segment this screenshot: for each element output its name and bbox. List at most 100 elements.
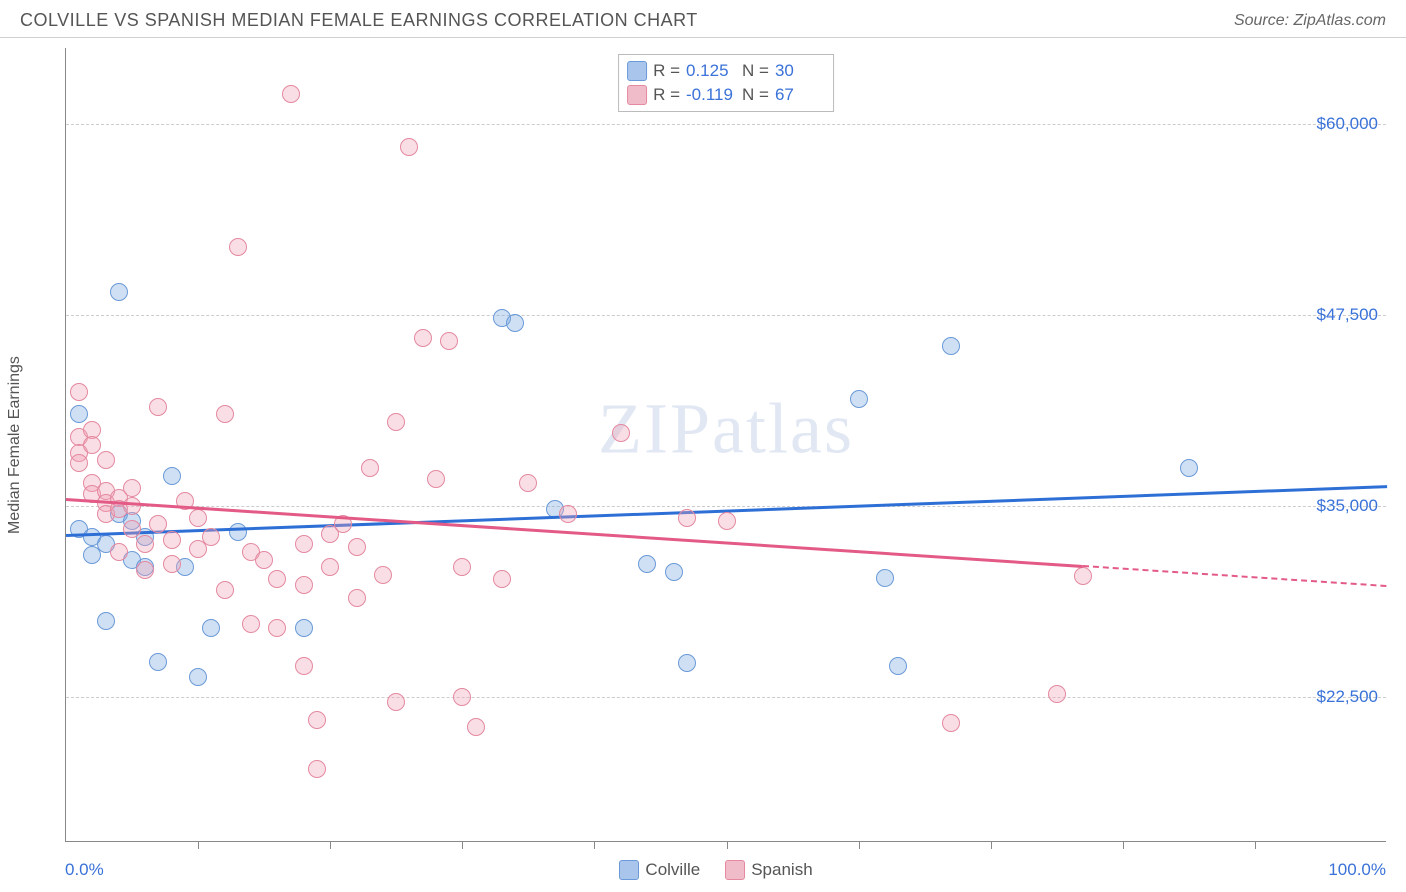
data-point [321,558,339,576]
data-point [123,520,141,538]
data-point [453,558,471,576]
data-point [282,85,300,103]
trend-line-extrapolated [1083,565,1387,587]
data-point [942,714,960,732]
scatter-plot: ZIPatlas R = 0.125 N = 30 R = -0.119 N = 67 $22… [65,48,1386,842]
data-point [189,668,207,686]
stat-n-value: 30 [775,61,825,81]
legend-item: Spanish [725,860,812,880]
x-tick [859,841,860,849]
data-point [149,653,167,671]
chart-title: COLVILLE VS SPANISH MEDIAN FEMALE EARNIN… [20,10,698,31]
chart-source: Source: ZipAtlas.com [1234,12,1386,30]
stat-r-value: -0.119 [686,85,736,105]
data-point [387,413,405,431]
data-point [889,657,907,675]
data-point [229,238,247,256]
x-min-label: 0.0% [65,860,104,880]
data-point [83,436,101,454]
data-point [942,337,960,355]
gridline [66,124,1386,125]
legend-label: Spanish [751,860,812,880]
data-point [850,390,868,408]
data-point [229,523,247,541]
y-tick-label: $47,500 [1317,305,1378,325]
data-point [559,505,577,523]
x-tick [1123,841,1124,849]
data-point [678,509,696,527]
data-point [163,555,181,573]
data-point [268,570,286,588]
data-point [70,405,88,423]
data-point [718,512,736,530]
data-point [202,619,220,637]
stats-row: R = 0.125 N = 30 [627,59,825,83]
stat-r-value: 0.125 [686,61,736,81]
data-point [202,528,220,546]
data-point [97,451,115,469]
gridline [66,506,1386,507]
legend: Colville Spanish [619,860,812,880]
data-point [255,551,273,569]
stat-n-label: N = [742,61,769,81]
y-tick-label: $22,500 [1317,687,1378,707]
y-tick-label: $60,000 [1317,114,1378,134]
data-point [612,424,630,442]
data-point [374,566,392,584]
data-point [295,576,313,594]
stat-r-label: R = [653,85,680,105]
data-point [665,563,683,581]
data-point [348,538,366,556]
data-point [1180,459,1198,477]
data-point [123,479,141,497]
gridline [66,697,1386,698]
data-point [149,515,167,533]
data-point [308,711,326,729]
legend-item: Colville [619,860,700,880]
data-point [1048,685,1066,703]
x-tick [1255,841,1256,849]
data-point [308,760,326,778]
legend-swatch [725,860,745,880]
x-tick [727,841,728,849]
x-tick [462,841,463,849]
x-tick [594,841,595,849]
data-point [216,405,234,423]
y-axis-label: Median Female Earnings [6,356,24,534]
data-point [163,467,181,485]
x-max-label: 100.0% [1328,860,1386,880]
data-point [189,509,207,527]
x-tick [330,841,331,849]
data-point [295,619,313,637]
data-point [163,531,181,549]
stat-r-label: R = [653,61,680,81]
stats-box: R = 0.125 N = 30 R = -0.119 N = 67 [618,54,834,112]
data-point [427,470,445,488]
data-point [440,332,458,350]
data-point [123,497,141,515]
stats-row: R = -0.119 N = 67 [627,83,825,107]
chart-footer: 0.0% Colville Spanish 100.0% [65,860,1386,880]
data-point [519,474,537,492]
data-point [97,612,115,630]
y-tick-label: $35,000 [1317,496,1378,516]
data-point [678,654,696,672]
data-point [295,535,313,553]
series-swatch [627,85,647,105]
stat-n-value: 67 [775,85,825,105]
data-point [506,314,524,332]
data-point [361,459,379,477]
x-tick [991,841,992,849]
data-point [216,581,234,599]
data-point [493,570,511,588]
data-point [136,561,154,579]
data-point [876,569,894,587]
data-point [638,555,656,573]
data-point [110,283,128,301]
chart-header: COLVILLE VS SPANISH MEDIAN FEMALE EARNIN… [0,0,1406,38]
stat-n-label: N = [742,85,769,105]
data-point [1074,567,1092,585]
data-point [110,543,128,561]
data-point [70,383,88,401]
watermark: ZIPatlas [598,387,854,470]
